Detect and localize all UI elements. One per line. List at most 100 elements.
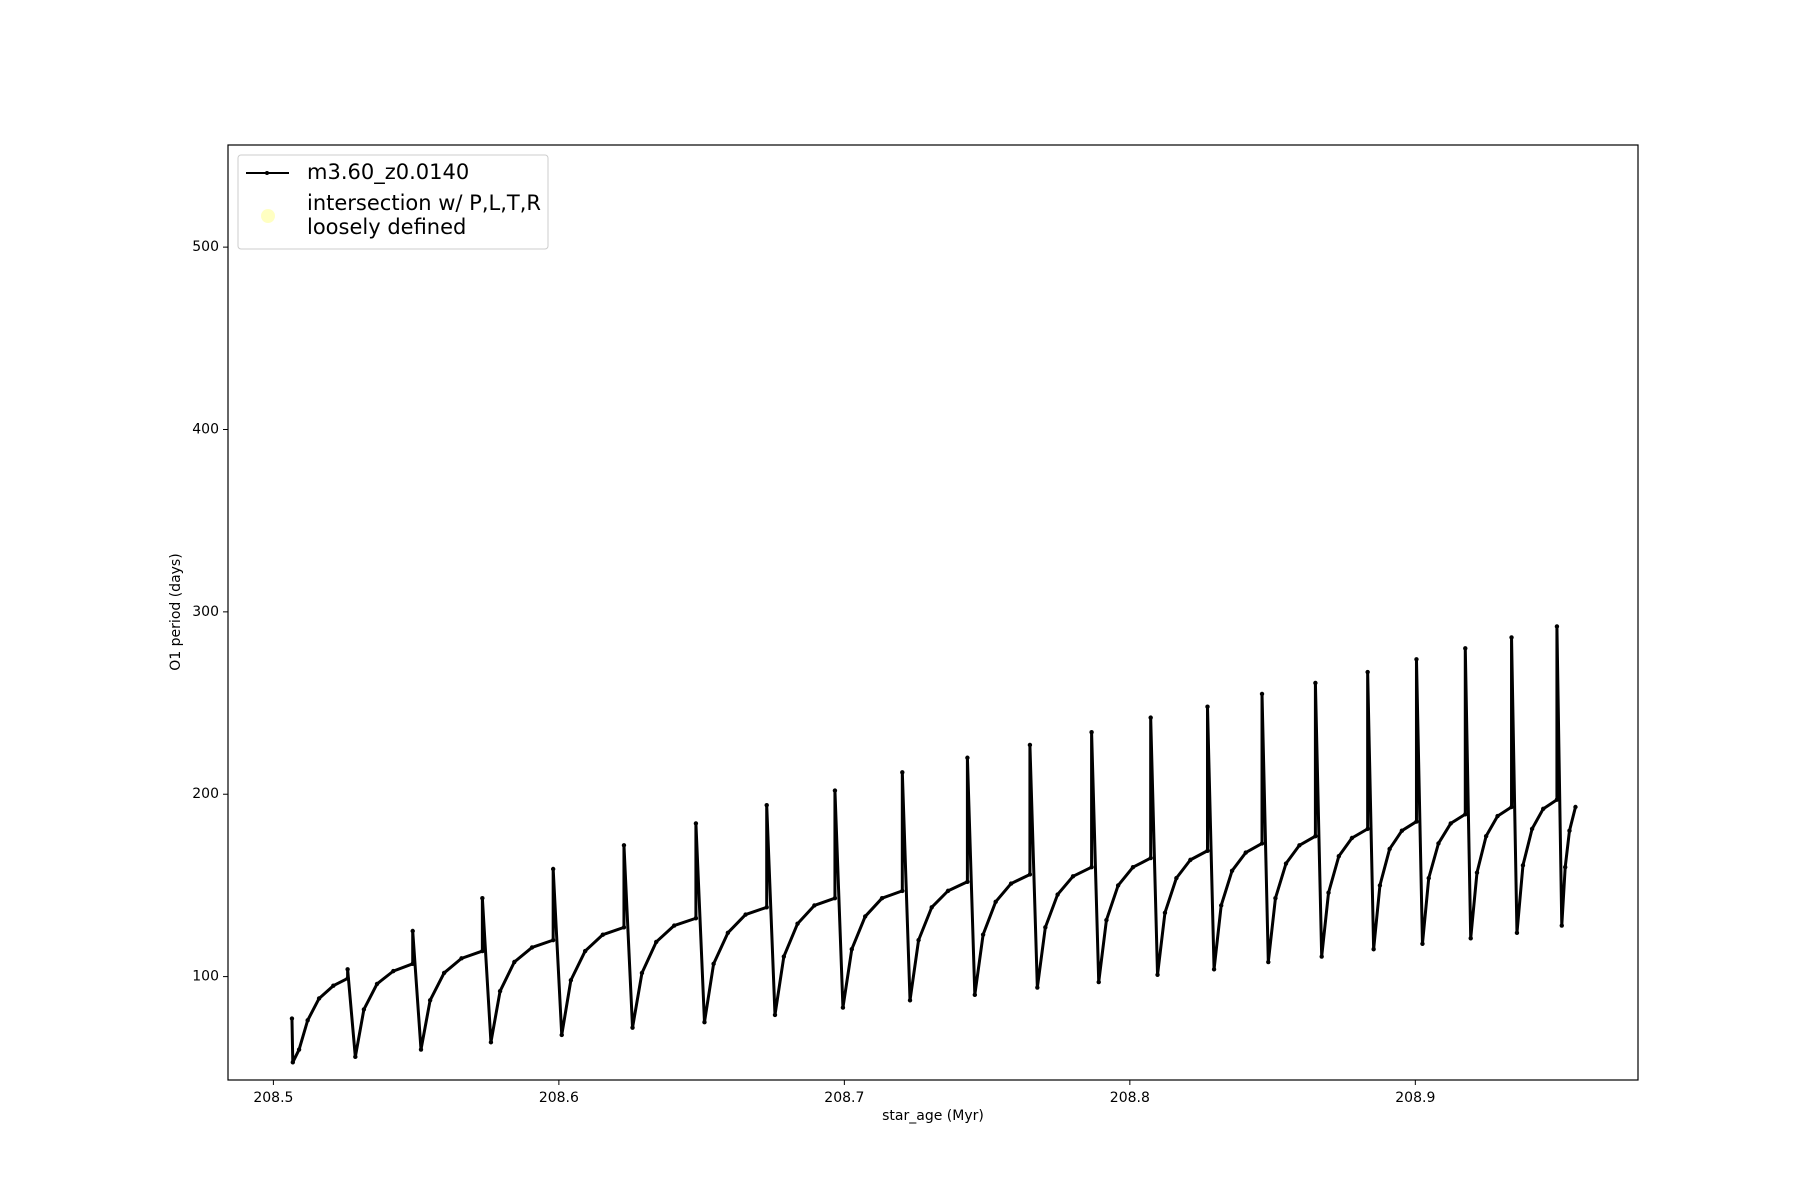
data-point [529, 945, 535, 950]
data-point [1520, 863, 1526, 868]
data-point [672, 923, 677, 928]
data-point [781, 954, 787, 959]
data-point [916, 937, 921, 943]
data-point [1387, 846, 1392, 852]
data-point [1283, 861, 1289, 866]
data-point [1027, 742, 1033, 748]
data-point [1529, 826, 1535, 832]
data-point [1259, 841, 1265, 846]
data-point [1115, 883, 1121, 888]
data-point [812, 903, 817, 908]
data-point [1104, 917, 1109, 923]
data-point [1162, 910, 1168, 915]
data-point [1027, 872, 1033, 877]
legend-label: intersection w/ P,L,T,R loosely defined [307, 191, 541, 239]
data-point [410, 961, 415, 967]
legend-marker [261, 209, 275, 223]
data-point [391, 968, 396, 974]
data-point [795, 921, 800, 926]
data-point [289, 1016, 295, 1021]
data-point [1229, 868, 1235, 874]
data-point [764, 905, 769, 910]
data-point [1483, 833, 1489, 839]
data-point [418, 1047, 424, 1052]
data-point [972, 992, 978, 998]
data-point [840, 1005, 846, 1010]
data-point [980, 932, 986, 937]
data-point [1541, 806, 1546, 812]
data-point [1188, 857, 1193, 863]
data-point [1055, 892, 1060, 897]
data-point [550, 866, 556, 872]
data-point [1414, 819, 1419, 824]
x-tick-label: 208.9 [1395, 1090, 1435, 1106]
data-point [1148, 715, 1153, 720]
data-point [900, 770, 905, 775]
data-point [1205, 848, 1210, 853]
data-point [305, 1018, 310, 1023]
data-point [1495, 813, 1500, 819]
data-point [296, 1047, 302, 1052]
data-point [1313, 833, 1318, 839]
data-point [1155, 972, 1160, 977]
data-point [441, 970, 447, 976]
data-point [1349, 835, 1355, 841]
data-point [488, 1040, 494, 1045]
data-point [1426, 875, 1431, 881]
data-point [621, 843, 627, 848]
data-point [965, 755, 970, 760]
data-point [1336, 854, 1342, 859]
data-point [1448, 821, 1453, 826]
data-point [1273, 895, 1278, 901]
data-point [1218, 903, 1224, 908]
data-point [1211, 967, 1217, 972]
data-point [725, 930, 731, 936]
data-point [849, 947, 854, 952]
data-point [427, 998, 433, 1003]
data-point [331, 983, 336, 988]
data-point [1243, 850, 1248, 855]
data-point [1089, 730, 1094, 735]
data-point [1463, 646, 1468, 651]
data-point [1371, 947, 1376, 952]
data-point [1297, 843, 1302, 848]
data-point [1326, 890, 1331, 895]
data-point [1259, 691, 1265, 697]
data-point [550, 937, 556, 943]
data-point [1035, 985, 1040, 990]
data-point [512, 959, 517, 965]
data-point [1554, 797, 1560, 802]
data-point [316, 996, 322, 1001]
data-point [1096, 979, 1101, 985]
data-point [862, 914, 868, 919]
data-point [900, 888, 905, 894]
data-point [582, 948, 588, 954]
data-point [711, 961, 716, 967]
data-point [993, 899, 998, 905]
data-point [929, 905, 934, 910]
data-point [1436, 841, 1441, 846]
y-tick-label: 200 [192, 786, 219, 802]
data-point [1399, 828, 1405, 833]
data-point [1070, 874, 1076, 879]
data-point [1365, 669, 1370, 675]
data-point [374, 981, 380, 987]
data-point [621, 925, 627, 930]
data-point [1509, 804, 1514, 810]
y-tick-label: 100 [192, 969, 219, 985]
data-point [879, 895, 885, 901]
data-point [654, 939, 659, 945]
data-point [1509, 635, 1514, 640]
data-point [345, 976, 350, 981]
data-point [353, 1054, 358, 1060]
data-point [1365, 826, 1370, 832]
data-point [1463, 812, 1468, 817]
data-point [1266, 959, 1271, 965]
legend-marker [265, 171, 269, 175]
data-point [361, 1007, 367, 1012]
data-point [290, 1060, 296, 1065]
data-point [693, 821, 699, 826]
data-point [1420, 941, 1425, 946]
data-point [1563, 864, 1568, 870]
